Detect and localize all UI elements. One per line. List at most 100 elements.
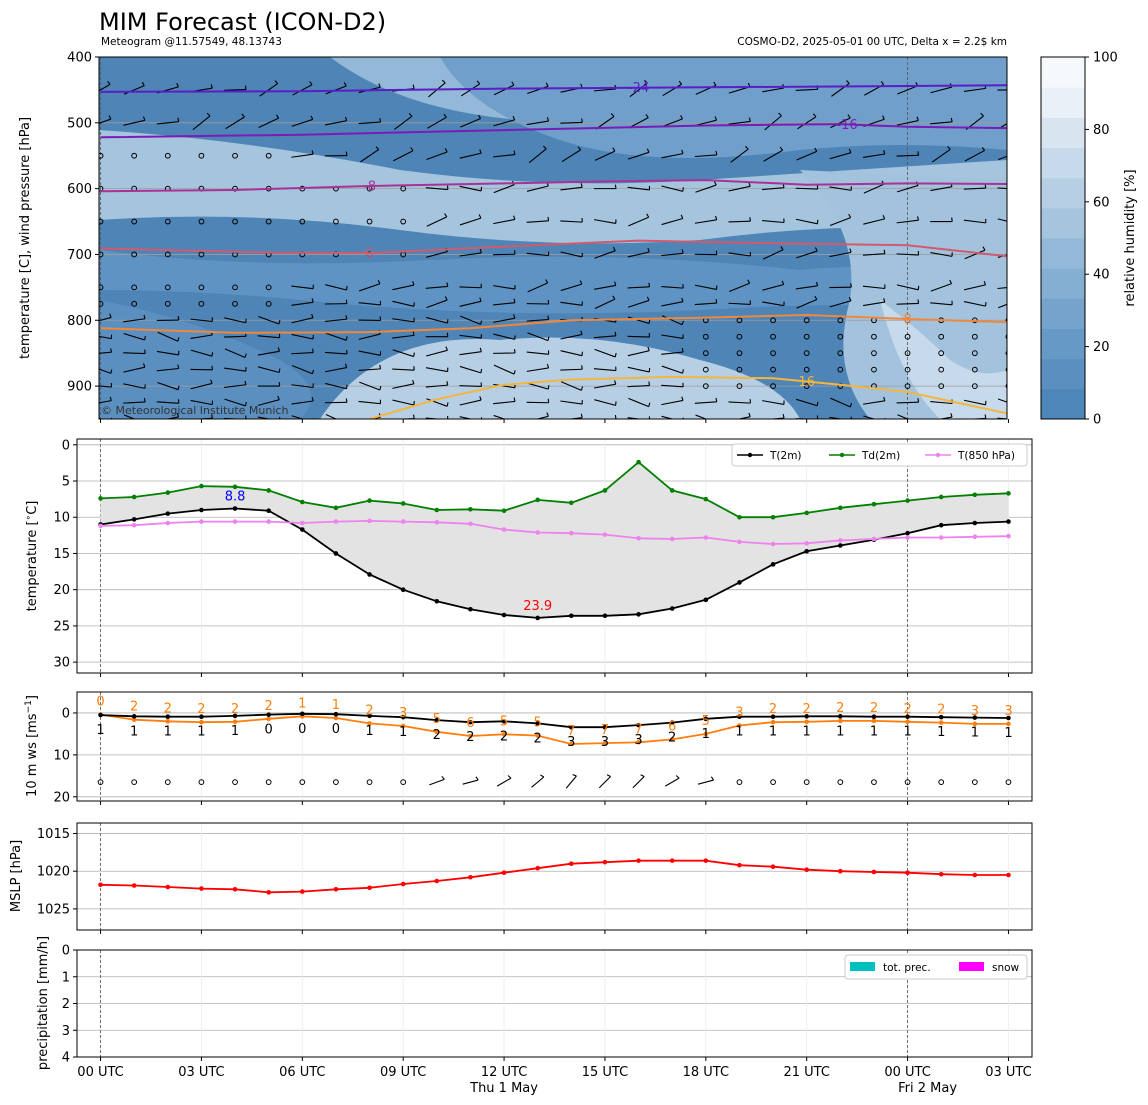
wind-xticks: [100, 801, 1009, 805]
data-point-td2m: [972, 492, 978, 498]
wind-barb-flag: [647, 346, 650, 351]
wind-barb: [661, 301, 684, 307]
legend-label-snow: snow: [992, 962, 1020, 974]
colorbar-swatch: [1041, 57, 1085, 88]
wind-barb-flag: [446, 332, 449, 337]
wind-barb-flag: [646, 296, 650, 301]
gust-value-label: 7: [634, 722, 642, 737]
wind-barb-flag: [814, 295, 818, 300]
wind-barb-flag: [312, 348, 314, 353]
calm-wind-marker: [770, 333, 776, 340]
wind-barb: [526, 120, 549, 126]
wind-barb: [425, 285, 448, 289]
data-point-mslp: [501, 870, 507, 876]
data-point-td2m: [165, 490, 171, 495]
precip-legend-box: [844, 954, 1028, 980]
data-point-t850: [165, 520, 171, 526]
wind-barb-flag: [108, 115, 112, 120]
wind-barb-flag: [344, 363, 348, 368]
wind-barb: [762, 249, 784, 260]
wind-barb: [190, 349, 213, 357]
wind-barb: [661, 365, 683, 374]
calm-wind-marker: [803, 317, 810, 324]
calm-wind-marker: [164, 152, 171, 159]
gust-value-label: 2: [365, 703, 373, 718]
wind-barb-flag: [950, 413, 953, 418]
wind-barb-flag: [476, 80, 481, 85]
data-point-gust: [871, 718, 877, 724]
wind-barb-flag: [648, 319, 651, 324]
wind-barb-flag: [480, 320, 483, 325]
wind-barb: [796, 250, 818, 259]
temperature-xticks: [100, 673, 1009, 677]
dewpoint-spread-fill: [100, 462, 1009, 618]
data-point-ws: [669, 720, 675, 725]
data-point-mslp: [871, 869, 877, 875]
data-point-mslp: [131, 883, 137, 888]
wind-barb-flag: [1015, 114, 1017, 117]
calm-wind-marker: [803, 350, 810, 357]
wind-barb: [796, 398, 818, 407]
wind-barb: [729, 282, 750, 292]
wind-barb-flag: [546, 117, 550, 122]
wind-barb-flag: [479, 347, 482, 352]
data-point-t850: [400, 519, 406, 524]
calm-wind-marker: [770, 350, 776, 357]
data-point-td2m: [737, 514, 742, 520]
colorbar-frame: [1040, 56, 1086, 420]
wind-speed-label: 2: [500, 729, 508, 744]
copyright-label: © Meteorological Institute Munich: [101, 404, 288, 417]
data-point-ws: [602, 724, 608, 730]
wind-barb: [257, 366, 280, 374]
wind-barb: [730, 148, 749, 163]
gust-value-label: 3: [971, 704, 979, 719]
wind-barb-flag: [274, 80, 279, 84]
wind-barb: [392, 383, 415, 389]
wind-barb-flag: [581, 118, 583, 123]
wind-barb: [797, 116, 817, 130]
wind-barb-flag: [244, 85, 247, 90]
wind-barb-flag: [715, 299, 718, 304]
wind-barb-flag: [916, 216, 920, 221]
wind-barb: [526, 220, 549, 223]
wind-speed-label: 0: [298, 722, 306, 737]
gust-value-label: 3: [399, 706, 407, 721]
wind-barb: [224, 317, 246, 324]
wind-barb: [459, 286, 482, 289]
wind-barb-flag: [816, 401, 819, 406]
data-point-gust: [804, 719, 810, 725]
data-point-ws: [232, 713, 238, 719]
legend-marker-t2m: [747, 452, 753, 458]
wind-barb: [459, 334, 482, 339]
data-point-gust: [232, 719, 238, 725]
wind-barb: [661, 153, 684, 159]
calm-wind-marker: [938, 383, 945, 389]
calm-wind-marker: [702, 333, 709, 340]
wind-barb-flag: [142, 363, 146, 368]
wind-barb-flag: [344, 116, 348, 121]
wind-barb: [291, 352, 314, 355]
precipitation-panel: 0 1 2 3 4 precipitation [mm/h] tot. prec. sn…: [36, 936, 1033, 1070]
wind-barb: [796, 299, 818, 309]
data-point-mslp: [199, 886, 204, 891]
wind-barb: [627, 417, 644, 419]
wind-barb: [426, 398, 448, 407]
gust-value-label: 2: [803, 702, 811, 717]
wind-barb: [325, 382, 347, 390]
wind-barb: [896, 401, 919, 404]
wind-barb-flag: [444, 148, 448, 153]
wind-barb: [661, 399, 684, 406]
data-point-mslp: [905, 870, 910, 876]
wind-barb: [527, 282, 548, 293]
data-point-ws: [535, 721, 540, 726]
calm-wind-marker: [837, 366, 844, 373]
wind-barb: [459, 385, 482, 388]
wind-barb-flag: [141, 81, 145, 86]
wind-barb-flag: [780, 246, 784, 251]
data-point-t2m: [266, 508, 271, 514]
legend-label-tot-prec: tot. prec.: [883, 962, 931, 974]
calm-wind-marker: [198, 251, 205, 258]
wind-barb-flag: [206, 112, 211, 117]
gust-value-label: 2: [130, 700, 138, 715]
wind-barb-flag: [681, 320, 684, 325]
